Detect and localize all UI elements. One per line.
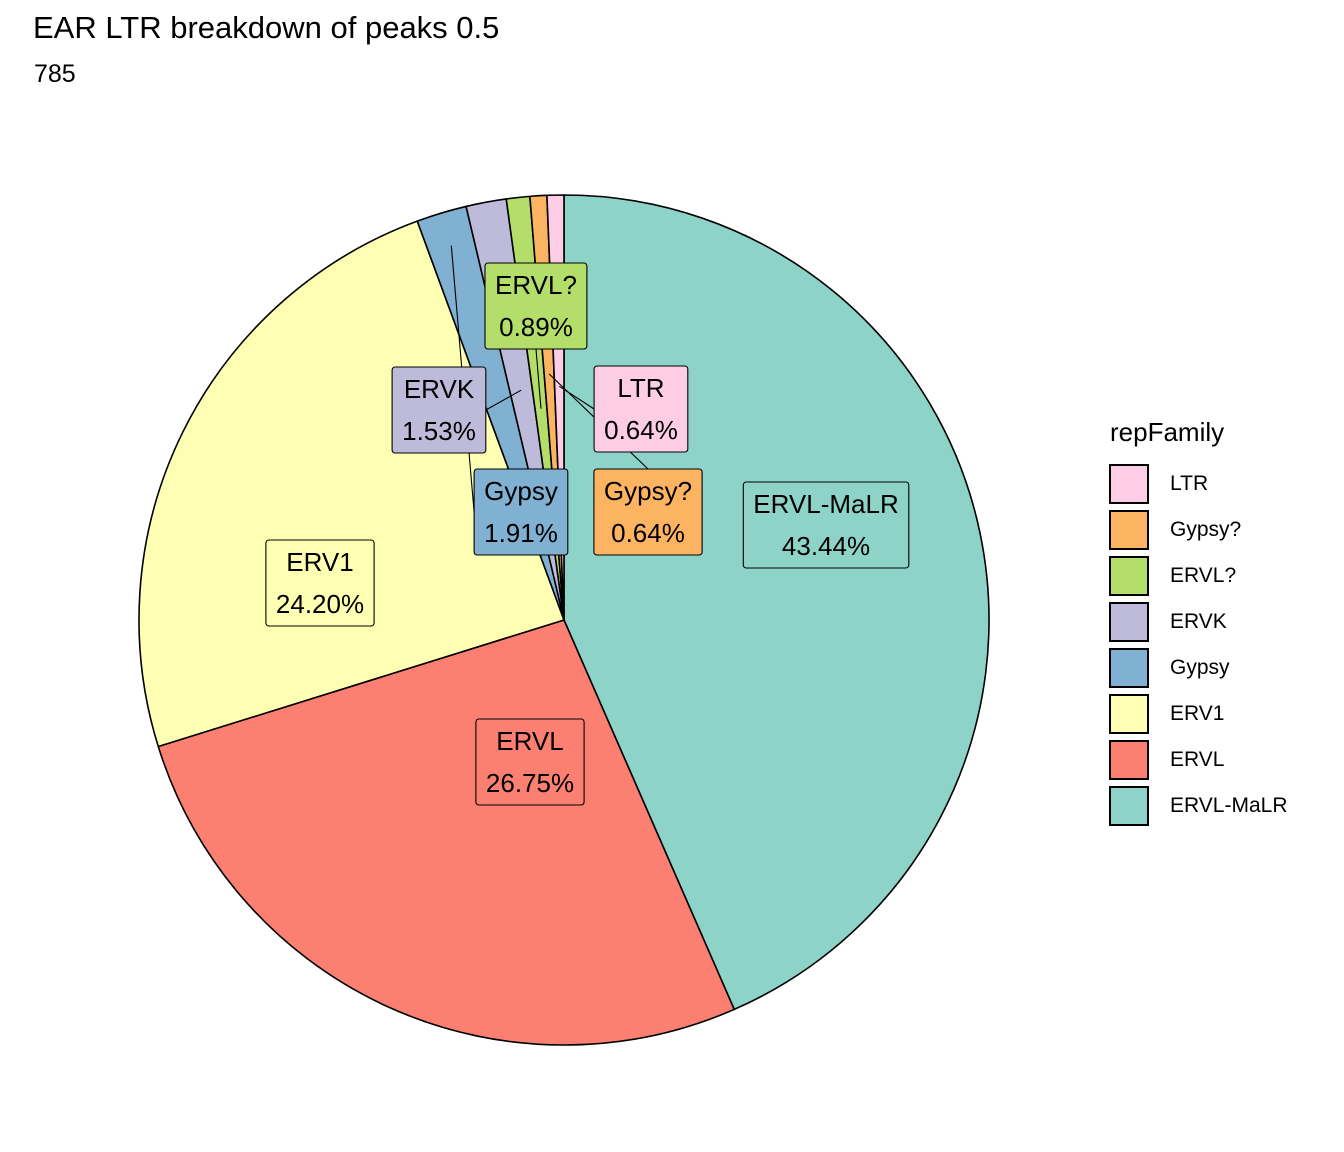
slice-label-ervl: ERVL 26.75%	[475, 718, 585, 806]
slice-label-gypsyq: Gypsy? 0.64%	[593, 468, 703, 556]
slice-label-name: Gypsy	[484, 476, 558, 506]
legend-label: LTR	[1170, 472, 1209, 495]
legend-key	[1109, 694, 1149, 734]
legend-key	[1109, 556, 1149, 596]
pie-slice-erv1	[138, 220, 565, 748]
slice-label-ltr: LTR 0.64%	[593, 365, 689, 453]
slice-label-percent: 0.64%	[604, 415, 678, 445]
slice-label-box	[475, 718, 585, 806]
legend-item-gypsyq: Gypsy?	[1109, 507, 1288, 553]
chart-subtitle: 785	[34, 60, 76, 88]
legend-item-ervk: ERVK	[1109, 599, 1288, 645]
legend-label: ERVK	[1170, 610, 1227, 633]
slice-label-box	[742, 481, 910, 569]
slice-label-box	[593, 468, 703, 556]
slice-labels: ERVL-MaLR 43.44% ERVL 26.75% ERV1 24.20% Gypsy…	[265, 262, 910, 806]
slice-label-percent: 24.20%	[276, 589, 364, 619]
slice-label-name: ERVL	[496, 726, 563, 756]
legend-title: repFamily	[1110, 417, 1225, 447]
slice-label-box	[473, 468, 569, 556]
slice-label-box	[265, 539, 375, 627]
slice-label-gypsy: Gypsy 1.91%	[473, 468, 569, 556]
leader-line-ervk	[485, 389, 522, 411]
slice-label-box	[391, 366, 487, 454]
legend-item-ervl: ERVL	[1109, 737, 1288, 783]
slice-label-name: Gypsy?	[604, 476, 692, 506]
legend-key	[1109, 786, 1149, 826]
legend-key	[1109, 648, 1149, 688]
legend-key	[1109, 602, 1149, 642]
legend-item-erv1: ERV1	[1109, 691, 1288, 737]
legend: repFamily LTR Gypsy? ERVL? ERVK Gypsy ERV1 ERV…	[1109, 417, 1288, 829]
slice-label-percent: 1.53%	[402, 416, 476, 446]
slice-label-ervk: ERVK 1.53%	[391, 366, 487, 454]
legend-item-ltr: LTR	[1109, 461, 1288, 507]
legend-item-ervlq: ERVL?	[1109, 553, 1288, 599]
legend-label: ERV1	[1170, 702, 1225, 725]
slice-label-ervlq: ERVL? 0.89%	[484, 262, 588, 350]
legend-item-ervl-malr: ERVL-MaLR	[1109, 783, 1288, 829]
leader-line-ervlq	[535, 348, 542, 409]
legend-key	[1109, 464, 1149, 504]
slice-label-box	[484, 262, 588, 350]
pie-slice-ervl	[157, 619, 736, 1046]
slice-label-erv1: ERV1 24.20%	[265, 539, 375, 627]
slice-label-ervl-malr: ERVL-MaLR 43.44%	[742, 481, 910, 569]
slice-label-name: ERVL?	[495, 270, 577, 300]
legend-label: ERVL?	[1170, 564, 1237, 587]
slice-label-percent: 43.44%	[782, 531, 870, 561]
slice-label-percent: 0.89%	[499, 312, 573, 342]
legend-item-gypsy: Gypsy	[1109, 645, 1288, 691]
slice-label-percent: 0.64%	[611, 518, 685, 548]
leader-line-ltr	[558, 385, 595, 410]
legend-key	[1109, 740, 1149, 780]
legend-items: LTR Gypsy? ERVL? ERVK Gypsy ERV1 ERVL ERVL-MaLR	[1109, 461, 1288, 829]
slice-label-name: ERV1	[286, 547, 353, 577]
slice-label-name: ERVL-MaLR	[753, 489, 898, 519]
legend-key	[1109, 510, 1149, 550]
legend-label: Gypsy	[1170, 656, 1230, 679]
slice-label-name: LTR	[617, 373, 664, 403]
legend-label: Gypsy?	[1170, 518, 1242, 541]
slice-label-box	[593, 365, 689, 453]
slice-label-percent: 26.75%	[486, 768, 574, 798]
slice-label-name: ERVK	[404, 374, 475, 404]
legend-label: ERVL-MaLR	[1170, 794, 1288, 817]
slice-label-percent: 1.91%	[484, 518, 558, 548]
legend-label: ERVL	[1170, 748, 1225, 771]
chart-title: EAR LTR breakdown of peaks 0.5	[33, 10, 500, 45]
